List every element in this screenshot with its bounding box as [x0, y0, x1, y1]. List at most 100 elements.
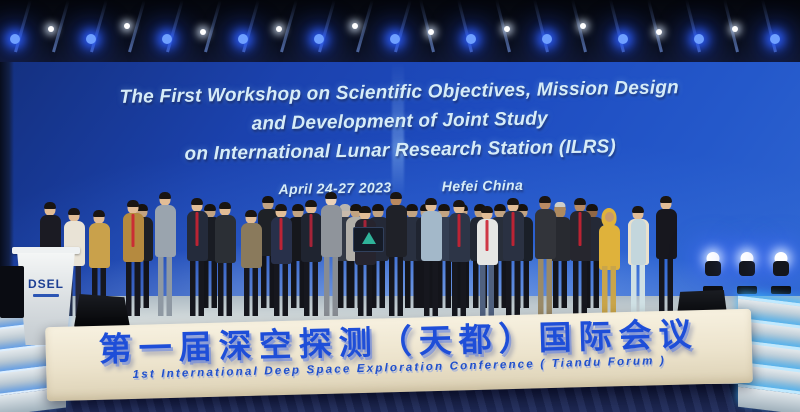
face [406, 206, 418, 218]
stage-light [390, 34, 400, 44]
face [604, 212, 614, 222]
torso [598, 225, 620, 271]
legs [658, 259, 674, 316]
torso [420, 211, 442, 261]
face [339, 206, 351, 218]
hair [632, 206, 644, 213]
legs [303, 261, 319, 316]
face [372, 206, 384, 218]
stage-light [428, 29, 434, 35]
person [420, 198, 442, 316]
hair [339, 204, 351, 211]
face [425, 200, 437, 212]
stage-equipment-left-corner [0, 266, 24, 318]
hair [292, 204, 304, 211]
face [305, 202, 317, 214]
torso [270, 217, 292, 265]
stage-light [694, 34, 704, 44]
face [494, 206, 506, 218]
legs [273, 264, 289, 316]
stage-light [618, 34, 628, 44]
hair [516, 204, 528, 211]
face [68, 210, 80, 222]
legs [370, 260, 386, 308]
stage-lights-truss [0, 0, 800, 65]
torso [186, 211, 208, 261]
legs [451, 261, 467, 316]
person [214, 202, 236, 316]
hair [262, 196, 274, 203]
torso [627, 219, 649, 266]
face [262, 198, 274, 210]
person [154, 192, 176, 316]
legs [290, 260, 306, 308]
award-plaque-logo [361, 232, 376, 244]
hair [390, 192, 402, 199]
stage-light [732, 26, 738, 32]
person [598, 208, 620, 316]
person [476, 206, 498, 316]
face [516, 206, 528, 218]
stage-light [770, 34, 780, 44]
lanyard [511, 212, 515, 246]
person [240, 210, 262, 316]
face [574, 200, 586, 212]
hair [586, 204, 598, 211]
screen-left-edge-shadow [0, 62, 14, 302]
stage-light [48, 26, 54, 32]
legs [630, 265, 646, 316]
face [275, 206, 287, 218]
person [502, 198, 524, 316]
light-base [771, 286, 791, 294]
torso [240, 223, 262, 268]
person [300, 200, 322, 316]
lanyard [578, 212, 582, 246]
torso [448, 213, 470, 262]
face [453, 202, 465, 214]
face [660, 198, 672, 210]
hair [372, 204, 384, 211]
hair [127, 200, 139, 207]
face [127, 202, 139, 214]
lanyard [457, 214, 461, 248]
face [136, 206, 148, 218]
torso [320, 205, 342, 258]
hair [219, 202, 231, 209]
face [539, 198, 551, 210]
torso [122, 213, 144, 262]
hair [350, 204, 362, 211]
person [270, 204, 292, 316]
hair [474, 204, 486, 211]
face [191, 200, 203, 212]
legs [423, 260, 439, 316]
legs [552, 260, 568, 308]
face [219, 204, 231, 216]
lanyard [485, 220, 489, 252]
podium-logo-bar [33, 294, 59, 297]
face [359, 208, 371, 220]
torso [502, 211, 524, 261]
torso [476, 219, 498, 266]
hair [245, 210, 257, 217]
torso [385, 205, 407, 258]
stage-light [200, 29, 206, 35]
hair [660, 196, 672, 203]
legs [217, 262, 233, 316]
podium-top [12, 247, 80, 254]
torso [88, 223, 110, 268]
person [569, 198, 591, 316]
person [122, 200, 144, 316]
stage-light [86, 34, 96, 44]
cap [554, 202, 566, 207]
torso [154, 205, 176, 258]
legs [189, 260, 205, 316]
light-base [737, 286, 757, 294]
hair [204, 204, 216, 211]
face [474, 206, 486, 218]
legs [584, 260, 600, 308]
person [401, 204, 423, 308]
legs [157, 257, 173, 316]
legs [601, 266, 617, 316]
